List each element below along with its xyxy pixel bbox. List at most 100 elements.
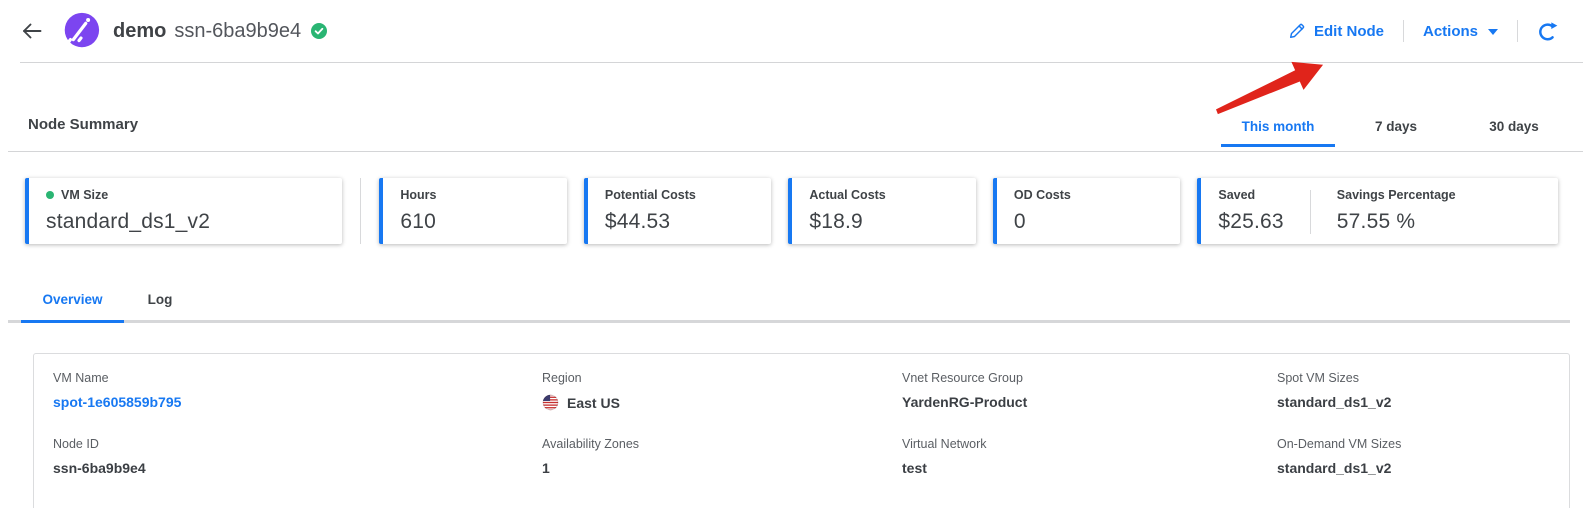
field-label: Virtual Network xyxy=(902,437,987,451)
field-spot-vm-sizes: Spot VM Sizes standard_ds1_v2 xyxy=(1277,371,1569,411)
card-value: $18.9 xyxy=(809,210,863,233)
card-label-text: Savings Percentage xyxy=(1336,188,1456,202)
field-value: test xyxy=(902,460,1277,476)
field-value-text: YardenRG-Product xyxy=(902,394,1028,410)
card-value: $44.53 xyxy=(604,210,671,233)
header-divider xyxy=(1517,20,1518,42)
tab-log[interactable]: Log xyxy=(147,292,173,307)
field-value: standard_ds1_v2 xyxy=(1277,460,1569,476)
card-group-savings-percentage: Savings Percentage 57.55 % xyxy=(1337,188,1456,234)
overview-panel: VM Name spot-1e605859b795 Region East US Vn… xyxy=(33,353,1570,508)
field-label: Vnet Resource Group xyxy=(902,371,1023,385)
summary-card-od-costs: OD Costs 0 xyxy=(992,178,1181,244)
back-arrow-icon xyxy=(23,23,42,39)
period-tab-this-month[interactable]: This month xyxy=(1221,119,1335,151)
card-label: Savings Percentage xyxy=(1337,188,1456,202)
check-badge-icon xyxy=(311,23,328,39)
header-divider xyxy=(1402,20,1404,42)
field-value: YardenRG-Product xyxy=(902,394,1277,410)
card-group-vm-size: VM Size standard_ds1_v2 xyxy=(46,188,210,234)
header-divider-line xyxy=(20,62,1583,63)
card-inner-divider xyxy=(1309,190,1311,234)
field-on-demand-vm-sizes: On-Demand VM Sizes standard_ds1_v2 xyxy=(1277,437,1569,476)
field-value: ssn-6ba9b9e4 xyxy=(53,460,542,476)
spot-logo-icon xyxy=(59,9,101,53)
field-value: standard_ds1_v2 xyxy=(1277,394,1569,410)
field-vnet-resource-group: Vnet Resource Group YardenRG-Product xyxy=(902,371,1277,411)
card-group-hours: Hours 610 xyxy=(400,188,436,234)
card-label: Hours xyxy=(400,188,436,202)
field-value-text: test xyxy=(902,460,927,476)
summary-card-potential-costs: Potential Costs $44.53 xyxy=(583,178,772,244)
card-group-actual-costs: Actual Costs $18.9 xyxy=(809,188,885,234)
back-button[interactable] xyxy=(20,19,44,43)
card-value: 0 xyxy=(1013,210,1026,233)
field-node-id: Node ID ssn-6ba9b9e4 xyxy=(53,437,542,476)
card-group-potential-costs: Potential Costs $44.53 xyxy=(605,188,696,234)
field-value-text: spot-1e605859b795 xyxy=(53,394,182,410)
field-value-text: ssn-6ba9b9e4 xyxy=(53,460,146,476)
period-tabs: This month 7 days 30 days xyxy=(1199,119,1553,151)
field-value-text: standard_ds1_v2 xyxy=(1277,460,1392,476)
card-label: Potential Costs xyxy=(605,188,696,202)
status-dot-icon xyxy=(46,191,54,199)
card-value: 57.55 % xyxy=(1336,210,1416,233)
card-label: OD Costs xyxy=(1014,188,1071,202)
card-label-text: OD Costs xyxy=(1013,188,1071,202)
field-value: East US xyxy=(542,394,902,411)
card-value: 610 xyxy=(400,210,436,233)
node-summary-bar: Node Summary This month 7 days 30 days xyxy=(8,63,1583,152)
summary-card-actual-costs: Actual Costs $18.9 xyxy=(788,178,976,244)
field-label: VM Name xyxy=(53,371,109,385)
card-label-text: VM Size xyxy=(61,188,109,202)
period-tab-30-days[interactable]: 30 days xyxy=(1489,119,1539,134)
page-title-node-id: ssn-6ba9b9e4 xyxy=(174,19,302,42)
card-group-od-costs: OD Costs 0 xyxy=(1014,188,1071,234)
edit-node-label: Edit Node xyxy=(1313,22,1384,40)
field-label: Node ID xyxy=(53,437,99,451)
card-value: $25.63 xyxy=(1218,210,1284,233)
period-tab-7-days[interactable]: 7 days xyxy=(1374,119,1418,134)
field-region: Region East US xyxy=(542,371,902,411)
actions-dropdown-button[interactable]: Actions xyxy=(1423,23,1498,40)
us-flag-icon xyxy=(542,394,559,411)
field-label: Availability Zones xyxy=(542,437,640,451)
card-label: VM Size xyxy=(46,188,210,202)
chevron-down-icon xyxy=(1488,29,1498,35)
actions-label: Actions xyxy=(1422,22,1478,40)
summary-card-saved: Saved $25.63 Savings Percentage 57.55 % xyxy=(1197,178,1559,244)
summary-card-vm-size: VM Size standard_ds1_v2 xyxy=(25,178,343,244)
cards-divider xyxy=(360,178,362,244)
edit-node-button[interactable]: Edit Node xyxy=(1288,22,1384,40)
field-value-link[interactable]: spot-1e605859b795 xyxy=(53,394,542,410)
refresh-button[interactable] xyxy=(1537,20,1559,42)
field-vm-name: VM Name spot-1e605859b795 xyxy=(53,371,542,411)
summary-cards-row: VM Size standard_ds1_v2 Hours 610 Potential … xyxy=(25,178,1559,244)
field-value-text: standard_ds1_v2 xyxy=(1277,394,1392,410)
card-value: standard_ds1_v2 xyxy=(46,210,211,233)
node-summary-title: Node Summary xyxy=(28,116,139,133)
field-availability-zones: Availability Zones 1 xyxy=(542,437,902,476)
tab-overview[interactable]: Overview xyxy=(21,280,124,323)
card-label-text: Potential Costs xyxy=(604,188,696,202)
card-label-text: Actual Costs xyxy=(809,188,886,202)
page-header: demo ssn-6ba9b9e4 Edit Node Actions xyxy=(0,0,1583,62)
content-tabs: Overview Log xyxy=(8,280,1570,323)
header-actions: Edit Node Actions xyxy=(1288,20,1559,42)
field-label: On-Demand VM Sizes xyxy=(1277,437,1402,451)
field-value-text: East US xyxy=(567,394,620,411)
field-label: Region xyxy=(542,371,582,385)
card-label: Saved xyxy=(1218,188,1283,202)
field-virtual-network: Virtual Network test xyxy=(902,437,1277,476)
refresh-icon xyxy=(1539,22,1558,41)
card-label-text: Hours xyxy=(400,188,437,202)
card-label-text: Saved xyxy=(1218,188,1256,202)
page-title: demo xyxy=(113,19,167,42)
field-label: Spot VM Sizes xyxy=(1277,371,1359,385)
field-value: 1 xyxy=(542,460,902,476)
card-group-saved: Saved $25.63 xyxy=(1218,188,1283,234)
pencil-icon xyxy=(1289,23,1305,39)
field-value-text: 1 xyxy=(542,460,550,476)
card-label: Actual Costs xyxy=(809,188,885,202)
